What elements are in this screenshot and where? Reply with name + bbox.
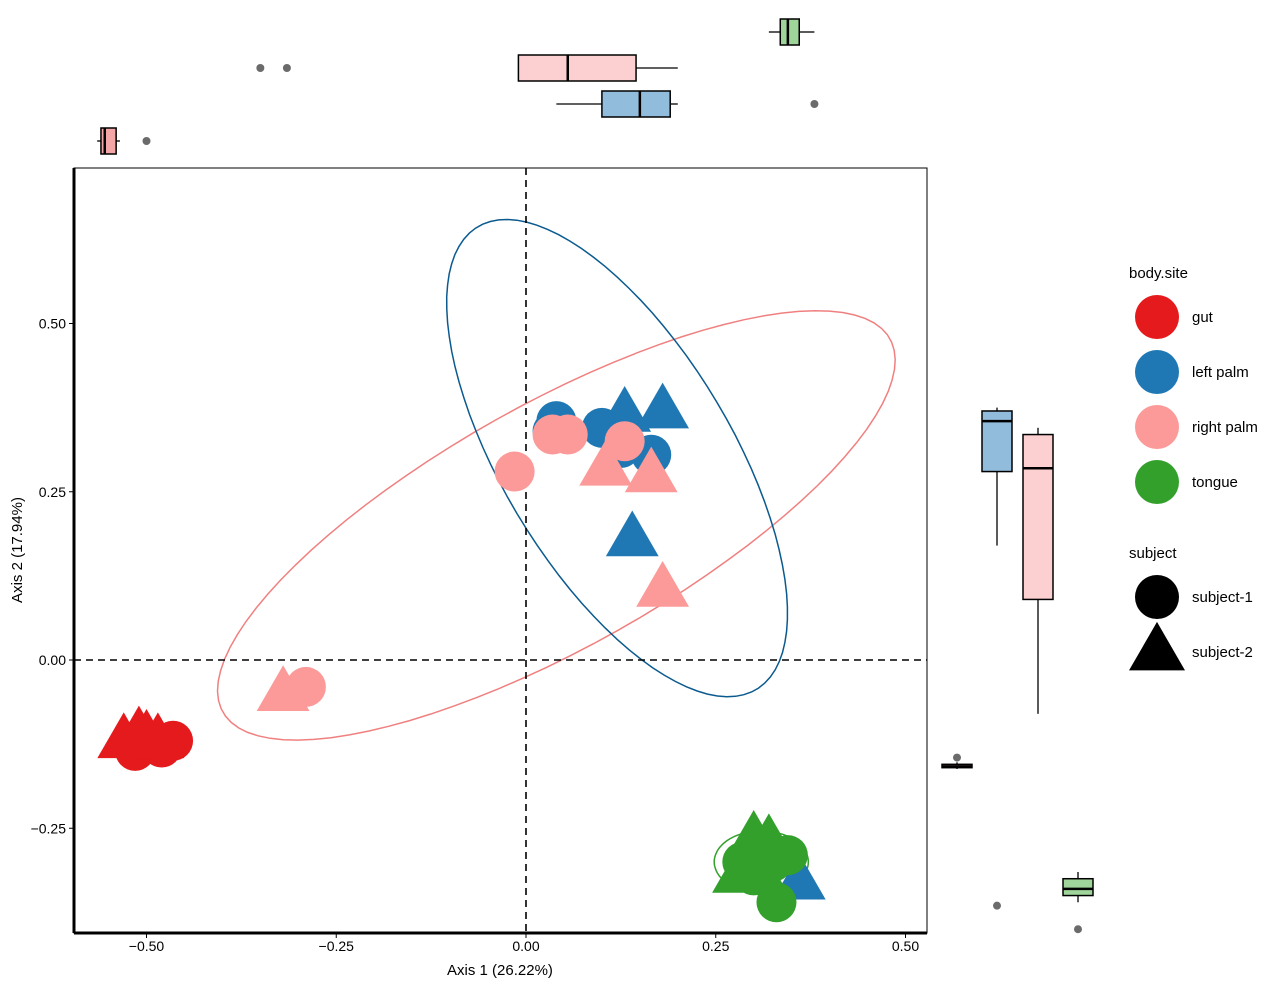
legend-color-title: body.site: [1129, 265, 1188, 282]
y-tick-label-0: 0.50: [39, 316, 66, 332]
outlier-0: [953, 753, 961, 762]
top-boxplot-gut: [97, 127, 151, 155]
right-boxplot-gut: [941, 753, 973, 770]
x-axis-ticks: −0.50 −0.25 0.00 0.25 0.50: [129, 933, 919, 954]
reference-lines: [74, 168, 927, 933]
y-tick-label-3: −0.25: [31, 820, 67, 836]
legend-shape-entries: subject-1 subject-2: [1129, 575, 1253, 671]
box: [779, 18, 800, 46]
x-tick-label-3: 0.25: [702, 938, 729, 954]
outlier-0: [810, 100, 819, 108]
point-right-palm-5: [579, 439, 633, 486]
top-marginal-boxplots: [97, 18, 819, 155]
x-tick-label-0: −0.50: [129, 938, 165, 954]
outlier-1: [282, 64, 291, 72]
legend-swatch-right-palm: [1135, 405, 1179, 449]
legend-shape-label-subject-1: subject-1: [1192, 589, 1253, 606]
legend-label-tongue: tongue: [1192, 474, 1238, 491]
point-tongue-5: [756, 882, 797, 923]
legend-swatch-left-palm: [1135, 350, 1179, 394]
right-boxplot-tongue: [993, 871, 1094, 934]
x-tick-label-2: 0.00: [512, 938, 539, 954]
point-right-palm-1: [547, 414, 588, 455]
y-axis-ticks: 0.50 0.25 0.00 −0.25: [31, 316, 74, 836]
legend-label-right-palm: right palm: [1192, 419, 1258, 436]
x-tick-label-4: 0.50: [892, 938, 919, 954]
point-right-palm-2: [604, 421, 645, 462]
ellipse-right-palm: [216, 309, 896, 741]
legend-shape-label-subject-2: subject-2: [1192, 644, 1253, 661]
point-right-palm-7: [636, 560, 690, 607]
x-axis-label: Axis 1 (26.22%): [447, 962, 553, 979]
legend-label-left-palm: left palm: [1192, 364, 1249, 381]
legend: body.site gut left palm right palm tongue s…: [1129, 265, 1258, 671]
point-right-palm-3: [494, 451, 535, 492]
outlier-0: [256, 64, 265, 72]
point-left-palm-5: [598, 386, 652, 432]
y-tick-label-1: 0.25: [39, 484, 66, 500]
y-axis-label: Axis 2 (17.94%): [9, 497, 26, 603]
outlier-1: [1074, 925, 1082, 934]
box: [100, 127, 117, 155]
point-left-palm-7: [605, 510, 659, 557]
legend-shape-subject-1: [1135, 575, 1179, 619]
legend-swatch-tongue: [1135, 460, 1179, 504]
point-left-palm-6: [636, 382, 690, 429]
top-boxplot-tongue: [768, 18, 815, 46]
box: [1022, 433, 1054, 601]
legend-label-gut: gut: [1192, 309, 1214, 326]
outlier-0: [993, 901, 1001, 910]
outlier-0: [142, 137, 151, 145]
top-boxplot-right-palm: [256, 54, 678, 82]
y-tick-label-2: 0.00: [39, 652, 66, 668]
legend-shape-title: subject: [1129, 545, 1177, 562]
box: [601, 90, 671, 118]
box: [1062, 877, 1094, 897]
point-right-palm-6: [624, 446, 678, 493]
right-boxplot-left-palm: [981, 407, 1013, 546]
ellipse-left-palm: [445, 218, 789, 698]
legend-color-entries: gut left palm right palm tongue: [1135, 295, 1258, 504]
top-boxplot-left-palm: [556, 90, 819, 118]
legend-shape-subject-2: [1129, 621, 1185, 671]
box: [517, 54, 637, 82]
data-points: [97, 382, 826, 923]
legend-swatch-gut: [1135, 295, 1179, 339]
point-right-palm-8: [256, 665, 310, 712]
x-tick-label-1: −0.25: [319, 938, 355, 954]
plot-panel: [73, 167, 928, 934]
point-tongue-9: [731, 840, 784, 887]
point-gut-7: [131, 712, 185, 759]
right-boxplot-right-palm: [1022, 427, 1054, 714]
right-marginal-boxplots: [941, 407, 1094, 934]
